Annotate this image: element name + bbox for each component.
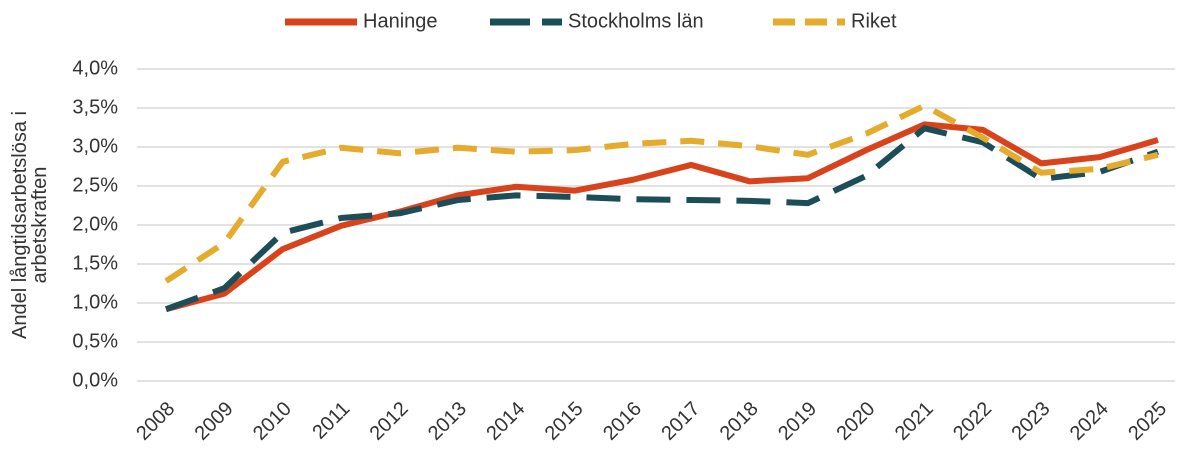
- x-tick-label: 2013: [424, 398, 471, 445]
- y-tick-label: 1,0%: [72, 291, 118, 313]
- x-tick-label: 2014: [482, 398, 529, 445]
- x-tick-label: 2018: [716, 398, 763, 445]
- x-tick-label: 2022: [949, 398, 996, 445]
- y-tick-label: 0,0%: [72, 369, 118, 391]
- y-tick-label: 0,5%: [72, 330, 118, 352]
- x-tick-label: 2008: [132, 398, 179, 445]
- x-tick-label: 2012: [366, 398, 413, 445]
- legend-label: Riket: [851, 10, 897, 32]
- line-series: [164, 102, 1159, 284]
- x-tick-label: 2017: [657, 398, 704, 445]
- y-axis-label: Andel långtidsarbetslösa i arbetskraften: [9, 111, 51, 339]
- x-tick-label: 2010: [249, 398, 296, 445]
- x-tick-label: 2016: [599, 398, 646, 445]
- x-tick-label: 2019: [774, 398, 821, 445]
- x-tick-label: 2024: [1066, 398, 1113, 445]
- x-tick-label: 2009: [191, 398, 238, 445]
- x-tick-label: 2011: [308, 398, 354, 444]
- legend-label: Haninge: [363, 10, 438, 32]
- line-series: [165, 121, 1159, 313]
- y-tick-label: 3,5%: [72, 96, 118, 118]
- x-tick-label: 2023: [1007, 398, 1054, 445]
- y-tick-label: 4,0%: [72, 57, 118, 79]
- y-tick-label: 3,0%: [72, 135, 118, 157]
- x-tick-label: 2020: [832, 398, 879, 445]
- x-tick-label: 2025: [1124, 398, 1171, 445]
- y-tick-label: 2,5%: [72, 174, 118, 196]
- line-series: [164, 125, 1159, 313]
- legend-label: Stockholms län: [568, 10, 704, 32]
- y-tick-label: 1,5%: [72, 252, 118, 274]
- x-tick-label: 2021: [891, 398, 938, 445]
- y-tick-label: 2,0%: [72, 213, 118, 235]
- x-tick-label: 2015: [541, 398, 588, 445]
